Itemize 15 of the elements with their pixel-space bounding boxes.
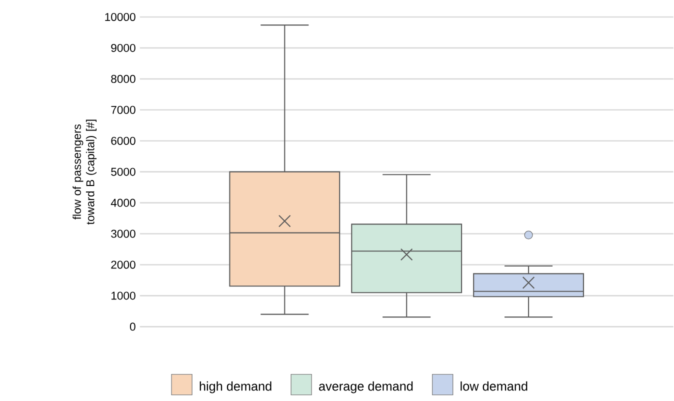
legend-label: high demand: [200, 382, 272, 394]
y-tick-label: 6000: [111, 137, 136, 146]
y-axis-title: flow of passengers toward B (capital) [#]: [72, 120, 97, 225]
y-tick-label: 9000: [111, 44, 136, 52]
y-tick-label: 10000: [105, 13, 136, 22]
y-tick-label: 2000: [111, 260, 136, 269]
y-tick-label: 0: [130, 322, 136, 331]
y-tick-label: 4000: [110, 199, 136, 207]
y-tick-label: 5000: [111, 168, 136, 176]
y-tick-label: 8000: [111, 75, 136, 84]
legend-label: average demand: [319, 382, 413, 394]
y-tick-label: 3000: [111, 230, 136, 238]
legend-label: low demand: [460, 382, 528, 391]
y-tick-label: 7000: [111, 106, 136, 114]
y-tick-label: 1000: [112, 292, 136, 300]
